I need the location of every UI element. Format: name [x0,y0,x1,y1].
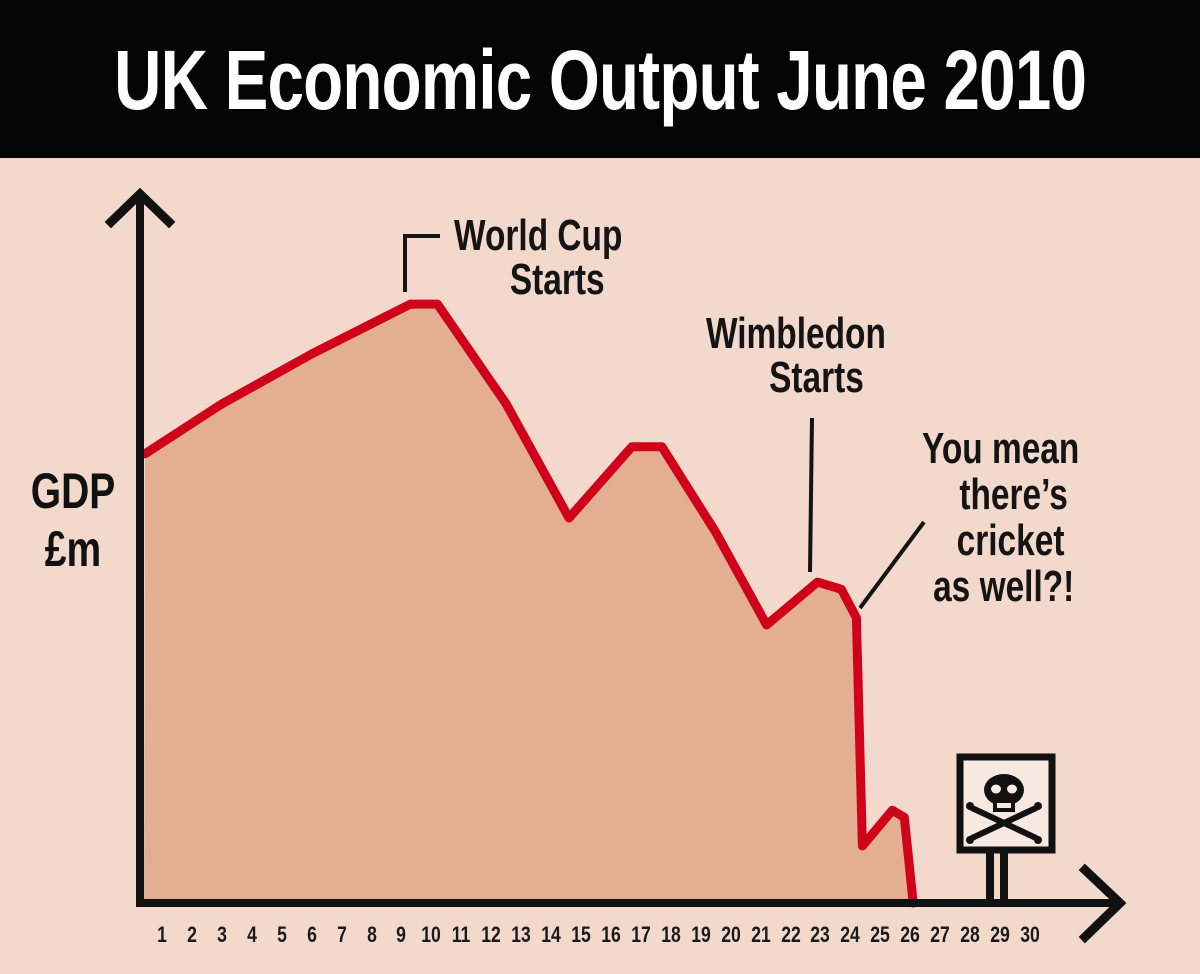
title-bar: UK Economic Output June 2010 [0,0,1200,158]
x-axis-tick-labels: 1 2 3 4 5 6 7 8 9 10 11 12 13 14 15 16 17 18 19 20 21 22 23 24 2… [0,922,1200,958]
x-tick-label: 20 [720,922,741,947]
y-axis-label-gdp: GDP [30,463,116,519]
x-tick-label: 24 [840,922,861,947]
x-tick-label: 2 [187,922,197,947]
x-axis [136,863,1127,944]
annotation-wimbledon: Wimbledon Starts [706,312,886,400]
x-tick-label: 1 [157,922,167,947]
chart-title: UK Economic Output June 2010 [113,32,1087,127]
x-tick-label: 3 [216,922,227,947]
gdp-line [140,299,918,908]
annotation-world-cup: World Cup Starts [454,214,622,302]
x-tick-label: 30 [1020,922,1040,947]
x-tick-label: 17 [631,922,651,947]
x-axis-arrow-icon [1078,863,1127,944]
x-tick-label: 6 [306,922,317,947]
x-tick-label: 27 [930,922,950,947]
annotation-wimbledon-line1: Wimbledon [706,309,886,358]
x-tick-label: 10 [421,922,442,947]
x-tick-label: 9 [396,922,407,947]
x-tick-label: 11 [451,922,471,947]
annotation-cricket: You mean there’s cricket as well?! [922,426,1079,610]
x-tick-label: 4 [246,922,257,947]
x-tick-label: 13 [511,922,531,947]
x-tick-label: 26 [900,922,921,947]
x-tick-label: 28 [960,922,980,947]
annotation-cricket-line3: cricket [956,516,1065,565]
annotation-world-cup-line2: Starts [509,255,605,304]
y-axis [104,187,176,905]
x-tick-label: 12 [481,922,502,947]
y-axis-label-unit: £m [44,521,102,577]
x-tick-label: 23 [810,922,831,947]
x-tick-label: 19 [690,922,711,947]
x-tick-label: 29 [990,922,1010,947]
x-tick-label: 25 [870,922,891,947]
annotation-cricket-line1: You mean [922,424,1080,473]
annotation-cricket-line4: as well?! [933,562,1075,611]
y-axis-label: GDP £m [30,462,116,578]
annotation-world-cup-line1: World Cup [454,211,623,260]
gdp-area-fill [144,304,914,904]
world-cup-leader-line [403,234,440,292]
x-tick-label: 21 [750,922,771,947]
x-tick-label: 8 [366,922,377,947]
annotation-cricket-line2: there’s [959,470,1068,519]
skull-and-crossbones-icon [966,774,1042,844]
cricket-leader-line [858,520,926,610]
x-tick-label: 5 [276,922,287,947]
wimbledon-leader-line [808,417,814,573]
x-tick-label: 22 [780,922,801,947]
skull-sign [956,753,1056,903]
x-tick-label: 18 [661,922,681,947]
x-tick-label: 14 [541,922,561,947]
y-axis-arrow-icon [104,187,176,229]
x-tick-label: 16 [601,922,621,947]
x-tick-label: 15 [571,922,591,947]
x-tick-label: 7 [336,922,347,947]
annotation-wimbledon-line2: Starts [769,353,864,402]
